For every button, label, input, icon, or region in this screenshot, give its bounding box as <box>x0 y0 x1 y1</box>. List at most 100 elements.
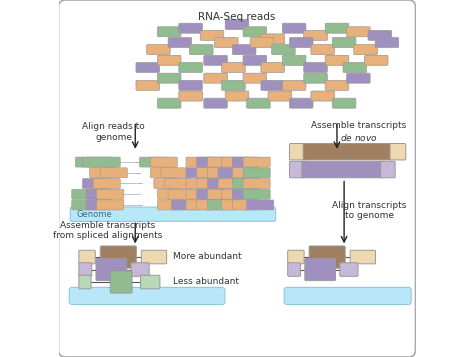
FancyBboxPatch shape <box>225 91 249 101</box>
FancyBboxPatch shape <box>154 178 181 188</box>
FancyBboxPatch shape <box>197 168 224 178</box>
Text: Assemble transcripts
from spliced alignments: Assemble transcripts from spliced alignm… <box>53 221 163 240</box>
FancyBboxPatch shape <box>218 168 245 178</box>
FancyBboxPatch shape <box>305 258 336 281</box>
FancyBboxPatch shape <box>139 157 167 167</box>
FancyBboxPatch shape <box>72 200 99 210</box>
FancyBboxPatch shape <box>70 207 275 221</box>
FancyBboxPatch shape <box>100 168 128 178</box>
FancyBboxPatch shape <box>179 23 202 33</box>
FancyBboxPatch shape <box>75 157 113 167</box>
FancyBboxPatch shape <box>186 189 213 199</box>
FancyBboxPatch shape <box>302 161 383 178</box>
Text: Assemble transcripts
$de$ $novo$: Assemble transcripts $de$ $novo$ <box>311 121 406 143</box>
FancyBboxPatch shape <box>325 80 349 90</box>
FancyBboxPatch shape <box>186 168 213 178</box>
FancyBboxPatch shape <box>79 275 91 289</box>
FancyBboxPatch shape <box>225 20 249 30</box>
FancyBboxPatch shape <box>207 189 235 199</box>
FancyBboxPatch shape <box>86 189 113 199</box>
FancyBboxPatch shape <box>290 37 313 47</box>
Text: Align transcripts
to genome: Align transcripts to genome <box>332 201 406 220</box>
FancyBboxPatch shape <box>157 98 181 108</box>
FancyBboxPatch shape <box>232 200 259 210</box>
FancyBboxPatch shape <box>390 144 406 160</box>
FancyBboxPatch shape <box>136 80 160 90</box>
FancyBboxPatch shape <box>268 91 292 101</box>
FancyBboxPatch shape <box>186 200 213 210</box>
FancyBboxPatch shape <box>288 250 304 264</box>
FancyBboxPatch shape <box>179 91 202 101</box>
FancyBboxPatch shape <box>284 287 411 305</box>
FancyBboxPatch shape <box>311 91 335 101</box>
FancyBboxPatch shape <box>204 55 228 65</box>
FancyBboxPatch shape <box>250 37 274 47</box>
FancyBboxPatch shape <box>325 23 349 33</box>
FancyBboxPatch shape <box>190 45 213 55</box>
FancyBboxPatch shape <box>246 200 274 210</box>
FancyBboxPatch shape <box>197 178 224 188</box>
FancyBboxPatch shape <box>346 27 370 37</box>
FancyBboxPatch shape <box>304 30 328 40</box>
FancyBboxPatch shape <box>215 37 238 47</box>
FancyBboxPatch shape <box>290 161 304 178</box>
FancyBboxPatch shape <box>97 200 124 210</box>
FancyBboxPatch shape <box>243 73 267 83</box>
FancyBboxPatch shape <box>96 258 127 281</box>
FancyBboxPatch shape <box>157 189 184 199</box>
FancyBboxPatch shape <box>186 157 213 167</box>
FancyBboxPatch shape <box>218 178 245 188</box>
FancyBboxPatch shape <box>222 80 245 90</box>
FancyBboxPatch shape <box>141 275 160 289</box>
FancyBboxPatch shape <box>161 168 188 178</box>
FancyBboxPatch shape <box>204 73 228 83</box>
FancyBboxPatch shape <box>157 200 184 210</box>
FancyBboxPatch shape <box>207 200 235 210</box>
FancyBboxPatch shape <box>150 157 177 167</box>
Text: Less abundant: Less abundant <box>173 277 239 286</box>
FancyBboxPatch shape <box>243 55 267 65</box>
Text: More abundant: More abundant <box>173 252 241 261</box>
FancyBboxPatch shape <box>381 161 395 178</box>
FancyBboxPatch shape <box>368 30 392 40</box>
FancyBboxPatch shape <box>232 45 256 55</box>
FancyBboxPatch shape <box>207 178 235 188</box>
FancyBboxPatch shape <box>283 55 306 65</box>
FancyBboxPatch shape <box>86 200 113 210</box>
FancyBboxPatch shape <box>332 37 356 47</box>
FancyBboxPatch shape <box>69 287 225 305</box>
FancyBboxPatch shape <box>232 178 259 188</box>
FancyBboxPatch shape <box>332 98 356 108</box>
FancyBboxPatch shape <box>325 55 349 65</box>
FancyBboxPatch shape <box>179 62 202 72</box>
FancyBboxPatch shape <box>146 45 170 55</box>
FancyBboxPatch shape <box>222 157 249 167</box>
FancyBboxPatch shape <box>243 189 270 199</box>
FancyBboxPatch shape <box>168 189 195 199</box>
FancyBboxPatch shape <box>303 144 392 160</box>
FancyBboxPatch shape <box>79 263 91 276</box>
FancyBboxPatch shape <box>168 37 191 47</box>
FancyBboxPatch shape <box>261 80 284 90</box>
Text: Align reads to
genome: Align reads to genome <box>82 122 145 142</box>
FancyBboxPatch shape <box>222 62 245 72</box>
FancyBboxPatch shape <box>375 37 399 47</box>
FancyBboxPatch shape <box>243 178 270 188</box>
FancyBboxPatch shape <box>290 144 305 160</box>
FancyBboxPatch shape <box>272 45 295 55</box>
FancyBboxPatch shape <box>232 168 259 178</box>
FancyBboxPatch shape <box>157 55 181 65</box>
FancyBboxPatch shape <box>304 62 328 72</box>
FancyBboxPatch shape <box>232 189 259 199</box>
FancyBboxPatch shape <box>100 246 137 268</box>
FancyBboxPatch shape <box>131 263 149 276</box>
FancyBboxPatch shape <box>204 98 228 108</box>
FancyBboxPatch shape <box>157 73 181 83</box>
FancyBboxPatch shape <box>110 271 132 293</box>
FancyBboxPatch shape <box>186 178 213 188</box>
FancyBboxPatch shape <box>197 200 224 210</box>
FancyBboxPatch shape <box>350 250 375 264</box>
FancyBboxPatch shape <box>179 80 202 90</box>
FancyBboxPatch shape <box>246 98 270 108</box>
FancyBboxPatch shape <box>243 168 270 178</box>
